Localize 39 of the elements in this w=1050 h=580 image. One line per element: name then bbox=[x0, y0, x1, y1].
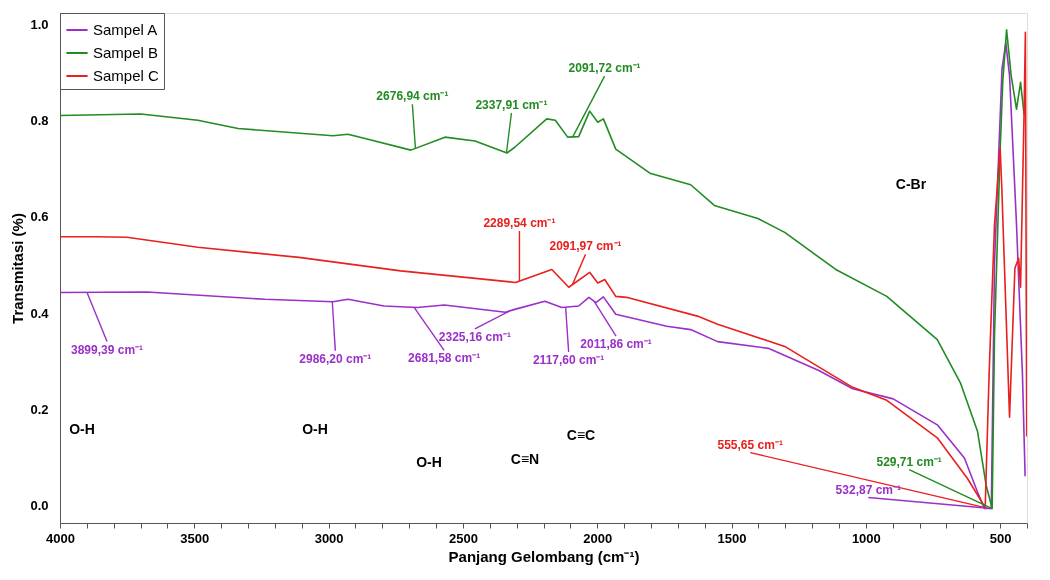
annotation: O-H bbox=[416, 454, 442, 470]
y-axis-title: Transmitasi (%) bbox=[9, 213, 27, 324]
x-axis-title: Panjang Gelombang (cm⁻¹) bbox=[448, 547, 640, 565]
x-tick-label: 1000 bbox=[851, 530, 881, 546]
y-tick-label: 0.2 bbox=[30, 401, 49, 417]
x-tick-label: 1500 bbox=[717, 530, 747, 546]
annotation: 532,87 cm⁻¹ bbox=[835, 482, 901, 497]
annotation: 529,71 cm⁻¹ bbox=[876, 454, 942, 469]
annotation: C-Br bbox=[895, 176, 927, 192]
annotation: C≡N bbox=[510, 451, 540, 467]
annotation: O-H bbox=[302, 421, 328, 437]
x-tick-label: 2000 bbox=[583, 530, 613, 546]
legend-label: Sampel A bbox=[93, 21, 158, 38]
annotation: 2117,60 cm⁻¹ bbox=[532, 352, 605, 367]
y-tick-label: 0.4 bbox=[30, 305, 50, 321]
x-tick-label: 4000 bbox=[46, 530, 75, 546]
annotation: 2676,94 cm⁻¹ bbox=[376, 89, 449, 104]
annotation: 555,65 cm⁻¹ bbox=[717, 437, 783, 452]
x-tick-label: 3500 bbox=[180, 530, 210, 546]
x-tick-label: 500 bbox=[989, 530, 1012, 546]
annotation: 2011,86 cm⁻¹ bbox=[580, 337, 652, 352]
y-tick-label: 0.8 bbox=[30, 113, 49, 129]
annotation: O-H bbox=[69, 421, 95, 437]
annotation: 2337,91 cm⁻¹ bbox=[475, 98, 548, 113]
legend-label: Sampel B bbox=[93, 44, 159, 61]
annotation: 2681,58 cm⁻¹ bbox=[408, 351, 481, 366]
annotation: C≡C bbox=[566, 427, 596, 443]
annotation: 2091,72 cm⁻¹ bbox=[568, 61, 641, 76]
annotation: 2289,54 cm⁻¹ bbox=[483, 215, 556, 230]
annotation: 3899,39 cm⁻¹ bbox=[70, 342, 144, 357]
x-tick-label: 2500 bbox=[448, 530, 478, 546]
annotation: 2986,20 cm⁻¹ bbox=[299, 351, 372, 366]
y-tick-label: 0.6 bbox=[30, 209, 49, 225]
y-tick-label: 0.0 bbox=[30, 498, 49, 514]
legend-label: Sampel C bbox=[93, 67, 160, 84]
annotation: 2325,16 cm⁻¹ bbox=[438, 329, 511, 344]
y-tick-label: 1.0 bbox=[30, 16, 49, 32]
x-tick-label: 3000 bbox=[314, 530, 344, 546]
annotation: 2091,97 cm⁻¹ bbox=[549, 239, 622, 254]
